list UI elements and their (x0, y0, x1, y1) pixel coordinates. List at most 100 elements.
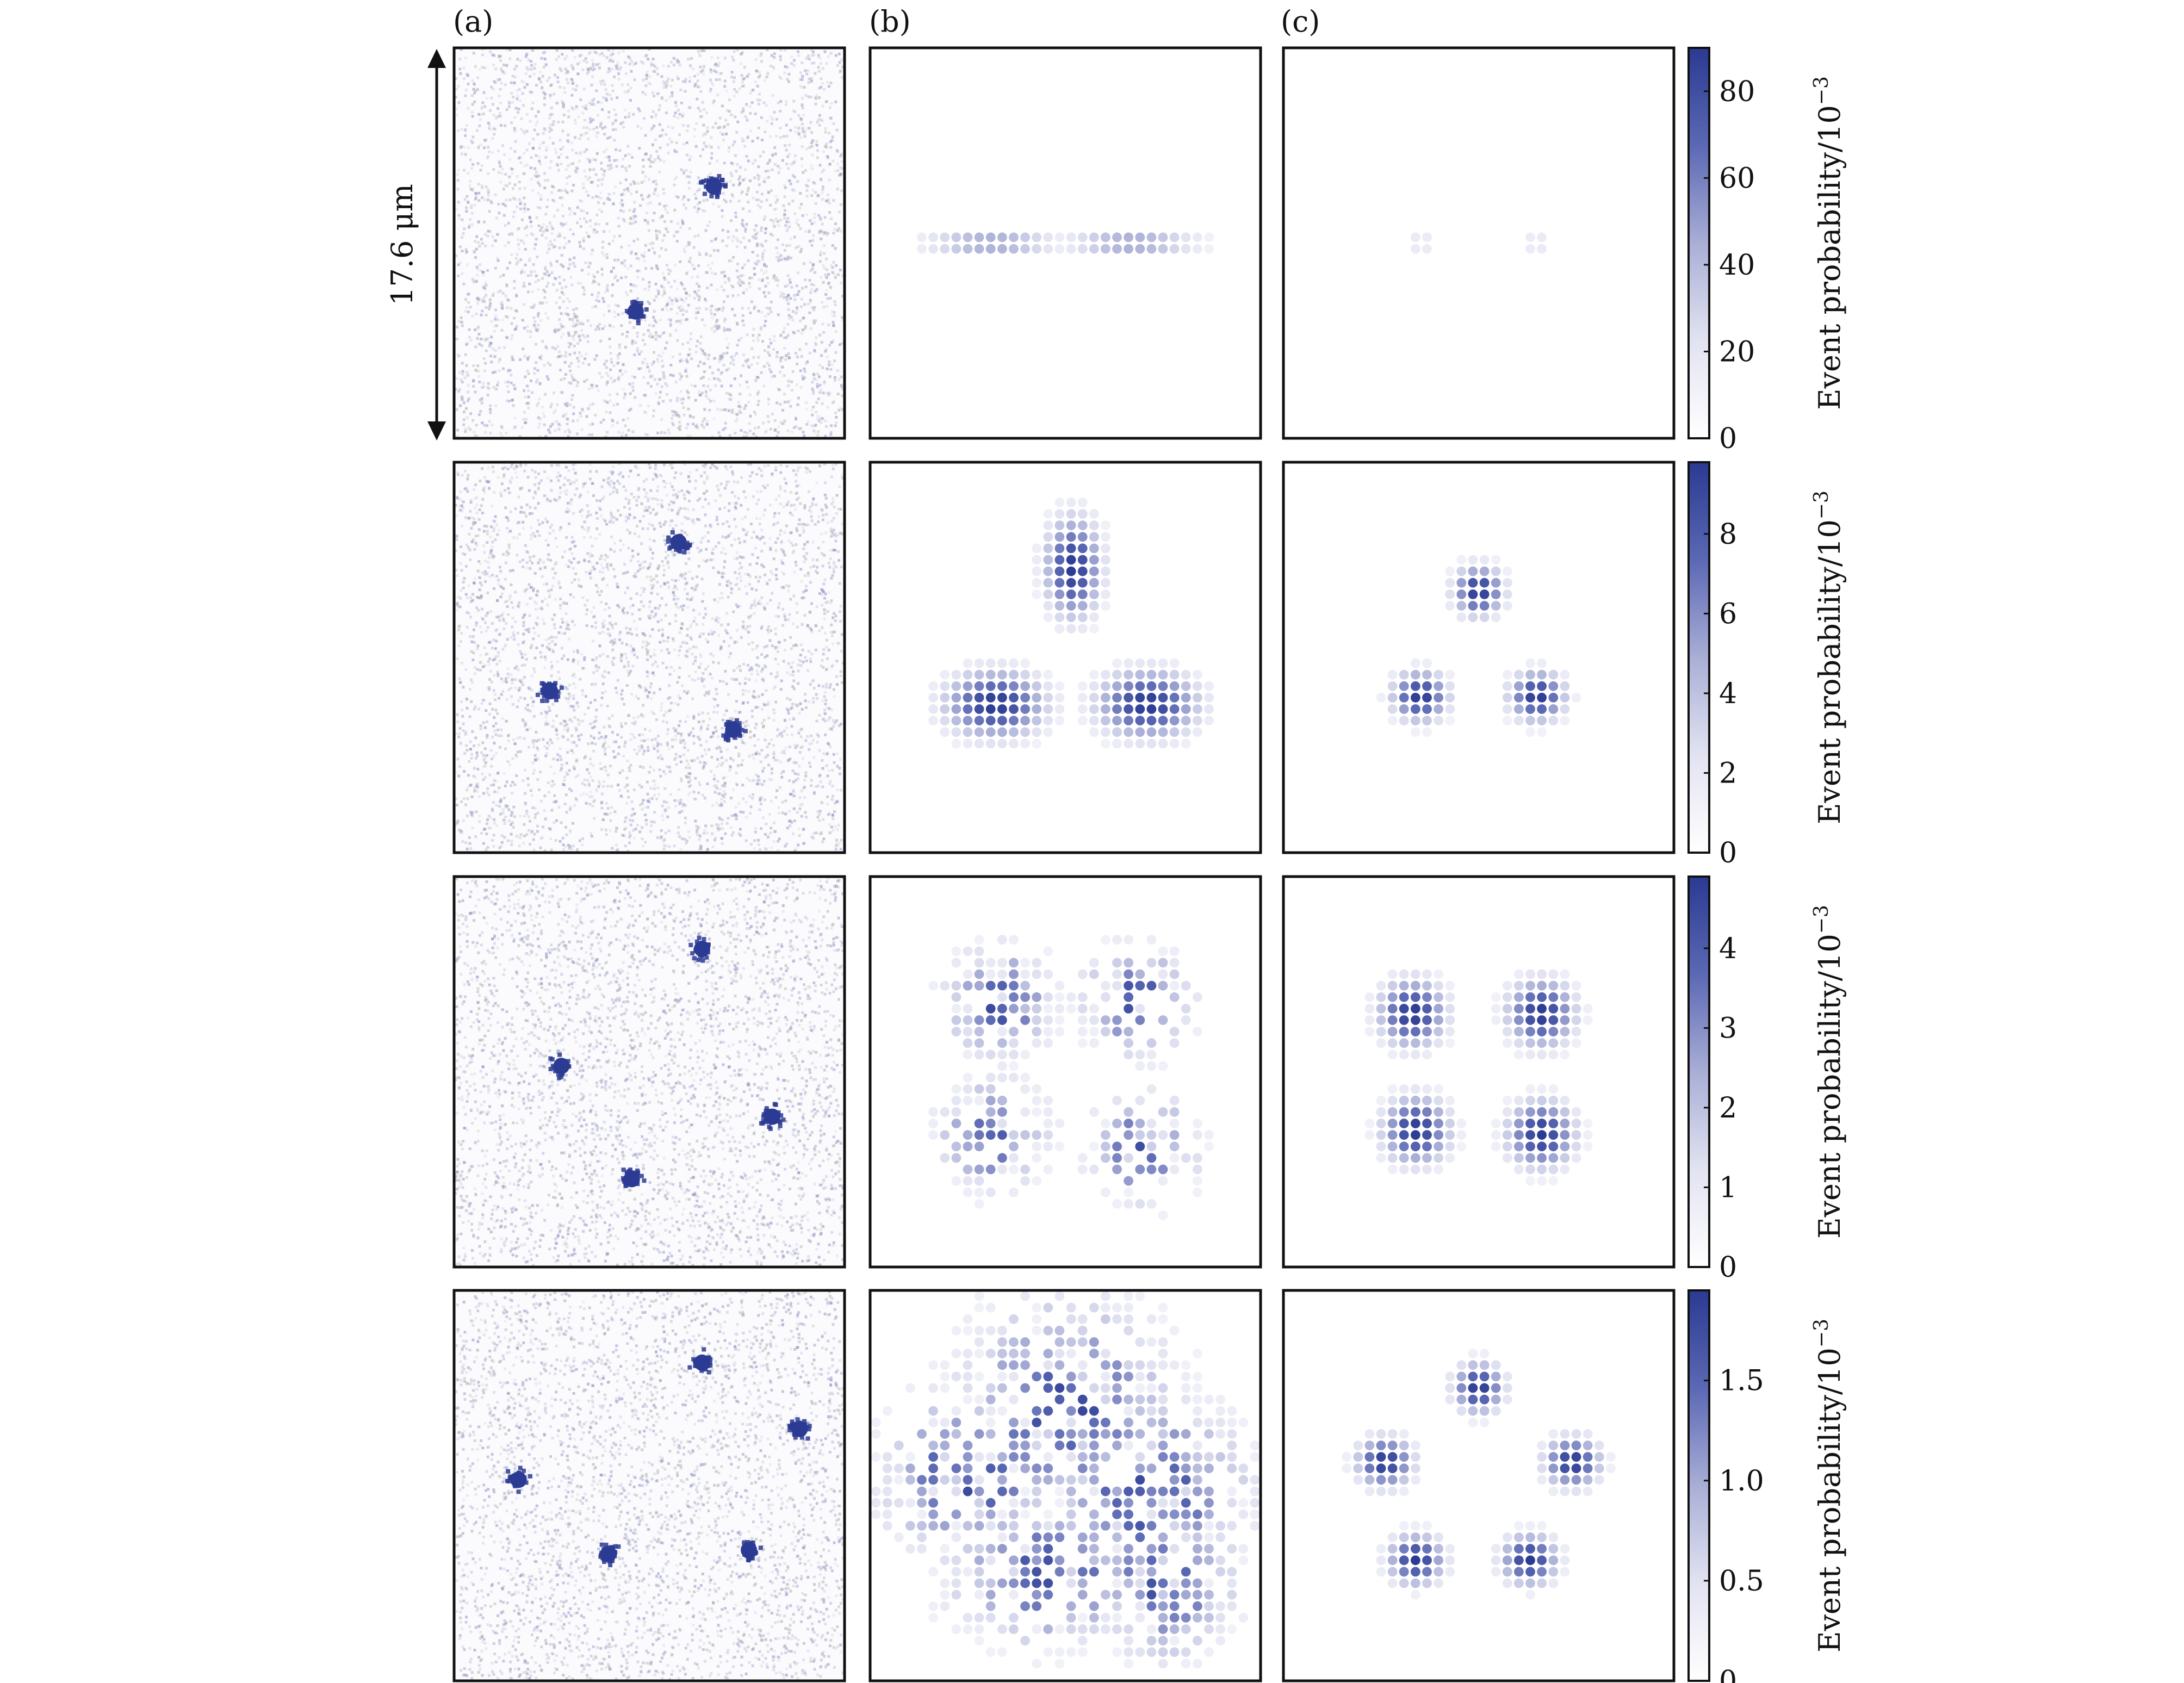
probability-dot (1250, 1498, 1260, 1508)
probability-dot (905, 1544, 915, 1554)
probability-dot (1077, 1567, 1088, 1577)
probability-dot (951, 716, 961, 725)
probability-dot (1124, 693, 1134, 703)
probability-dot (1043, 992, 1053, 1002)
probability-dot (1422, 1521, 1432, 1531)
probability-dot (963, 1038, 973, 1048)
probability-dot (1101, 1153, 1110, 1163)
probability-dot (1124, 1038, 1134, 1048)
probability-dot (1169, 1578, 1180, 1588)
probability-dot (1158, 1210, 1168, 1220)
probability-dot (1181, 244, 1191, 254)
probability-dot (1456, 555, 1467, 565)
probability-dot (1422, 727, 1432, 737)
probability-dot (1169, 738, 1180, 749)
probability-dot (1502, 1130, 1512, 1140)
colorbar-label-exponent: −3 (1810, 490, 1833, 519)
probability-dot (1548, 1452, 1559, 1462)
probability-dot (1146, 1371, 1157, 1382)
probability-dot (1399, 1532, 1409, 1542)
probability-dot (1571, 1429, 1581, 1439)
probability-dot (1525, 1130, 1535, 1140)
probability-dot (1009, 1521, 1019, 1531)
probability-dot (1422, 1153, 1432, 1163)
probability-dot (1066, 1475, 1076, 1485)
probability-dot (1514, 1015, 1524, 1025)
probability-dot (1169, 1589, 1180, 1600)
probability-dot (1146, 1199, 1157, 1209)
probability-dot (1502, 1119, 1512, 1128)
probability-dot (1560, 980, 1570, 991)
probability-dot (1204, 1544, 1214, 1554)
probability-dot (1364, 1015, 1375, 1025)
probability-dot (1204, 1394, 1214, 1405)
probability-dot (1181, 1015, 1191, 1025)
probability-dot (1537, 669, 1547, 680)
probability-dot (997, 1027, 1007, 1036)
probability-dot (1169, 1613, 1180, 1623)
probability-dot (1054, 1360, 1065, 1370)
probability-dot (1399, 1015, 1409, 1025)
probability-dot (1445, 589, 1455, 599)
probability-dot (1548, 1049, 1559, 1060)
probability-dot (974, 1509, 984, 1519)
probability-dot (1054, 1498, 1065, 1508)
probability-dot (1204, 1141, 1214, 1152)
probability-dot (1387, 1440, 1398, 1451)
probability-dot (1169, 1509, 1180, 1519)
probability-dot (1399, 693, 1409, 703)
probability-dot (1215, 1567, 1226, 1577)
probability-dot (1525, 1107, 1535, 1117)
probability-dot (940, 1440, 950, 1451)
probability-dot (1112, 1601, 1122, 1611)
probability-dot (1434, 1567, 1444, 1577)
probability-dot (1502, 693, 1512, 703)
probability-dot (1514, 669, 1524, 680)
probability-dot (1468, 1418, 1478, 1427)
probability-dot (1376, 1452, 1386, 1462)
probability-dot (974, 1394, 984, 1405)
probability-dot (1101, 980, 1110, 991)
probability-dot (1548, 1532, 1559, 1542)
probability-dot (974, 716, 984, 725)
probability-dot (1204, 693, 1214, 703)
probability-dot (974, 969, 984, 979)
probability-dot (1020, 1015, 1030, 1025)
probability-dot (1227, 1578, 1237, 1588)
probability-dot (1353, 1440, 1363, 1451)
probability-dot (1043, 693, 1053, 703)
probability-dot (1181, 1463, 1191, 1474)
probability-dot (1502, 1567, 1512, 1577)
probability-dot (1548, 992, 1559, 1002)
probability-dot (1124, 1049, 1134, 1060)
probability-dot (1525, 1049, 1535, 1060)
probability-dot (1169, 1544, 1180, 1554)
probability-dot (1502, 1038, 1512, 1048)
probability-dot (1135, 980, 1145, 991)
probability-dot (1525, 1532, 1535, 1542)
probability-dot (917, 1475, 927, 1485)
probability-dot (1181, 716, 1191, 725)
probability-dot (1422, 693, 1432, 703)
probability-dot (1548, 1176, 1559, 1186)
probability-dot (963, 1567, 973, 1577)
probability-dot (1043, 566, 1053, 576)
probability-dot (1112, 658, 1122, 668)
probability-dot (1112, 1647, 1122, 1657)
probability-dot (963, 244, 973, 254)
probability-dot (1009, 980, 1019, 991)
probability-dot (1043, 1038, 1053, 1048)
probability-dot (1434, 1141, 1444, 1152)
probability-dot (1101, 1429, 1110, 1439)
probability-dot (1077, 577, 1088, 588)
probability-dot (1456, 1394, 1467, 1405)
probability-dot (974, 704, 984, 714)
probability-dot (1020, 1084, 1030, 1094)
probability-dot (1445, 716, 1455, 725)
probability-dot (1101, 992, 1110, 1002)
probability-dot (882, 1521, 892, 1531)
probability-dot (1124, 1176, 1134, 1186)
probability-dot (1054, 543, 1065, 554)
panel-label-b: (b) (869, 4, 911, 39)
probability-dot (1193, 1521, 1202, 1531)
